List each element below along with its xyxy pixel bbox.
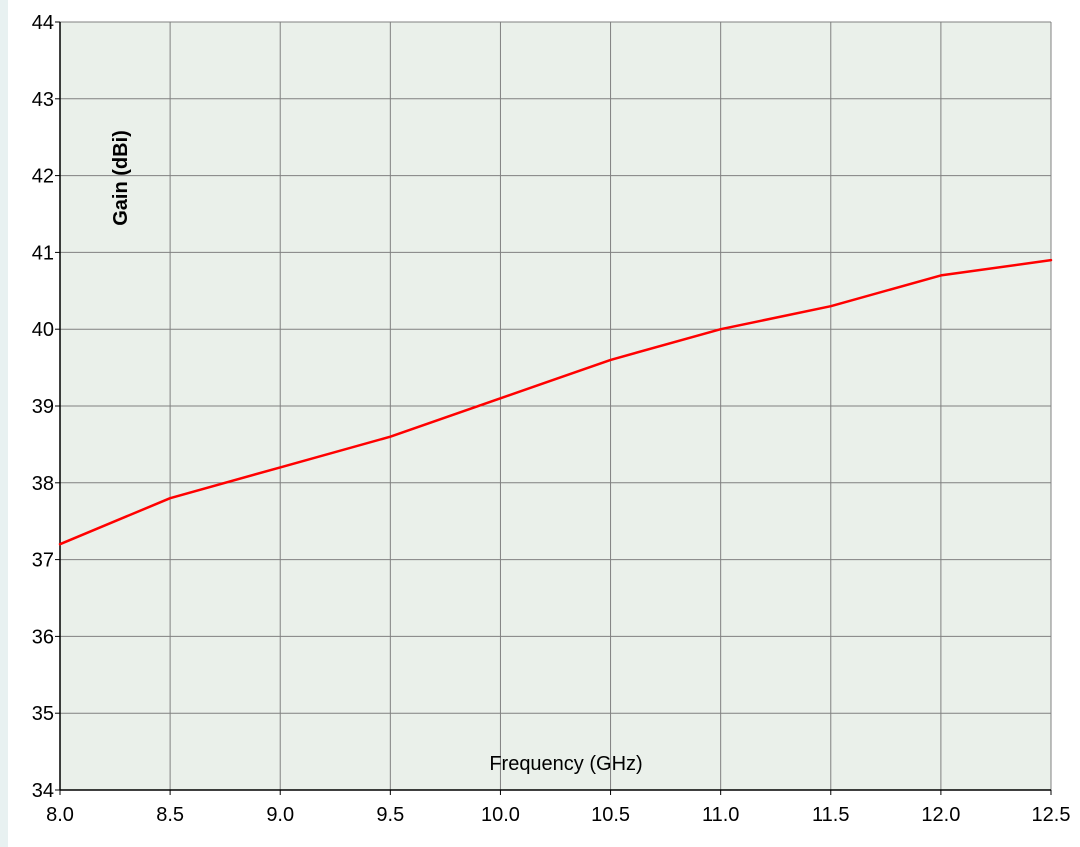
x-tick-label: 10.0 bbox=[481, 804, 520, 826]
page-edge-strip bbox=[0, 0, 8, 847]
x-tick-label: 12.5 bbox=[1032, 804, 1071, 826]
y-tick-label: 43 bbox=[32, 89, 54, 111]
y-axis-title: Gain (dBi) bbox=[110, 130, 132, 226]
x-tick-label: 10.5 bbox=[591, 804, 630, 826]
y-tick-label: 40 bbox=[32, 319, 54, 341]
x-tick-label: 9.0 bbox=[266, 804, 294, 826]
grid-lines bbox=[60, 22, 1051, 790]
tick-labels: 34 35 36 37 38 39 40 41 42 43 44 8.0 8.5 9.0 9.5 10.0 10… bbox=[32, 12, 1071, 826]
y-tick-label: 39 bbox=[32, 396, 54, 418]
x-tick-label: 11.5 bbox=[812, 804, 849, 826]
axes bbox=[55, 21, 1052, 795]
y-tick-label: 35 bbox=[32, 703, 54, 725]
series-layer bbox=[58, 258, 1053, 546]
y-tick-label: 42 bbox=[32, 166, 54, 188]
y-tick-label: 38 bbox=[32, 473, 54, 495]
y-tick-label: 34 bbox=[32, 780, 54, 802]
x-tick-label: 12.0 bbox=[921, 804, 960, 826]
x-tick-label: 8.0 bbox=[46, 804, 74, 826]
y-tick-label: 36 bbox=[32, 626, 54, 648]
y-tick-label: 37 bbox=[32, 550, 54, 572]
y-tick-label: 41 bbox=[32, 242, 54, 264]
x-tick-label: 8.5 bbox=[156, 804, 184, 826]
series-line bbox=[58, 258, 1053, 546]
x-axis-title: Frequency (GHz) bbox=[489, 753, 642, 775]
x-tick-label: 9.5 bbox=[376, 804, 404, 826]
y-tick-label: 44 bbox=[32, 12, 54, 34]
x-tick-label: 11.0 bbox=[702, 804, 739, 826]
